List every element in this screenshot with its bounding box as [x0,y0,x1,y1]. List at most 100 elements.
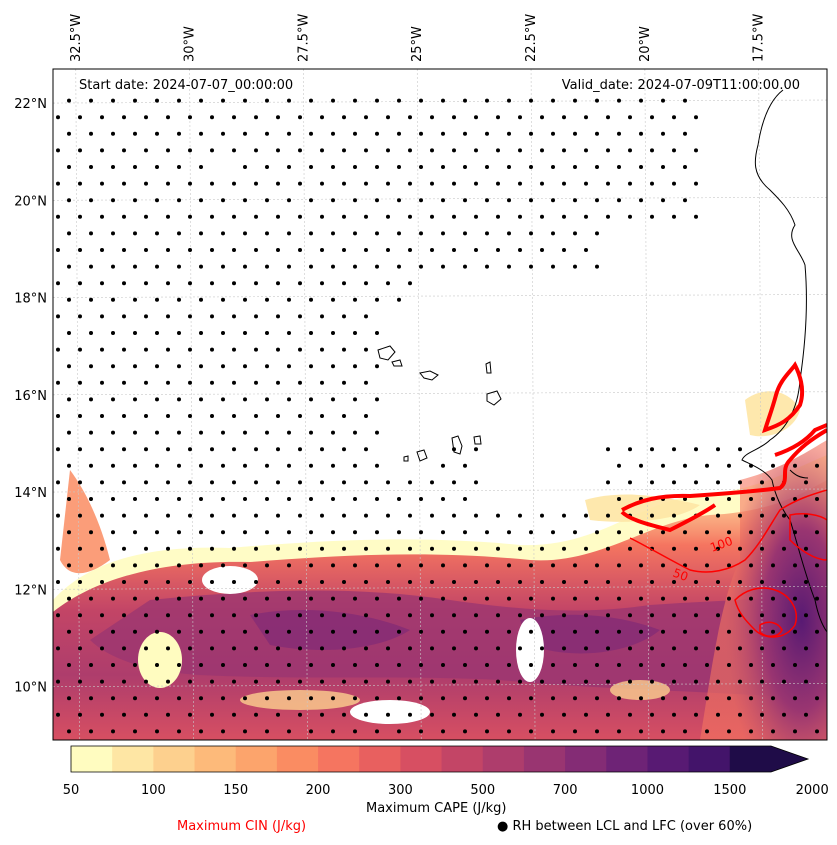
rh-dot [441,264,445,269]
rh-dot [606,646,610,651]
rh-dot [408,214,412,219]
rh-dot [397,131,401,136]
rh-dot [243,331,247,335]
rh-dot [133,530,137,535]
rh-dot [738,679,742,684]
rh-dot [364,447,368,452]
rh-dot [276,281,280,286]
rh-dot [166,546,170,551]
rh-dot [210,148,214,153]
rh-dot [287,331,291,335]
rh-dot [441,696,445,701]
rh-dot [111,563,115,568]
rh-dot [386,181,390,186]
rh-dot [122,380,126,385]
rh-dot [188,646,192,651]
rh-dot [265,629,269,634]
rh-dot [111,497,115,501]
rh-dot [419,131,423,136]
rh-dot [287,198,291,203]
rh-dot [617,98,621,103]
rh-dot [815,596,819,601]
rh-dot [331,530,335,535]
rh-dot [342,380,346,385]
rh-dot [188,613,192,618]
rh-dot [243,729,247,734]
rh-dot [353,364,357,369]
rh-dot [661,596,665,601]
rh-dot [78,214,82,219]
rh-dot [595,131,599,136]
rh-dot [122,480,126,485]
rh-dot [529,596,533,601]
rh-dot [133,629,137,634]
rh-dot [815,629,819,634]
rh-dot [100,414,104,418]
rh-dot [155,397,159,402]
rh-dot [529,231,533,236]
rh-dot [562,181,566,186]
rh-dot [738,546,742,551]
rh-dot [397,497,401,501]
plot-frame [52,68,828,741]
rh-dot [56,380,60,385]
colorbar-tick-label-6: 700 [553,783,578,798]
rh-dot [89,297,93,302]
rh-dot [672,447,676,452]
rh-dot [793,696,797,701]
rh-dot [584,214,588,219]
rh-dot [441,165,445,169]
rh-dot [155,231,159,236]
rh-dot [419,530,423,535]
rh-dot [419,98,423,103]
rh-dot [199,198,203,203]
rh-dot [463,663,467,667]
rh-dot [188,248,192,252]
rh-dot [199,563,203,568]
rh-dot [804,580,808,584]
rh-dot [639,98,643,103]
rh-dot [144,480,148,485]
rh-dot [232,513,236,518]
rh-dot [155,596,159,601]
rh-dot [606,115,610,120]
rh-dot [628,447,632,452]
rh-dot [694,115,698,120]
rh-dot [386,248,390,252]
rh-dot [243,497,247,501]
colorbar-tick-label-2: 150 [223,783,248,798]
rh-dot [540,546,544,551]
rh-dot [177,729,181,734]
rh-dot [463,231,467,236]
rh-dot [452,513,456,518]
rh-dot [375,530,379,535]
rh-dot [364,148,368,153]
rh-dot [452,181,456,186]
rh-dot [56,513,60,518]
rh-dot [650,214,654,219]
rh-dot [551,98,555,103]
rh-dot [309,629,313,634]
rh-dot [166,679,170,684]
rh-dot [67,729,71,734]
rh-dot [463,629,467,634]
rh-dot [375,264,379,269]
rh-dot [364,181,368,186]
rh-dot [485,729,489,734]
colorbar-tick-label-8: 1500 [713,783,746,798]
rh-dot [144,281,148,286]
rh-dot [463,696,467,701]
rh-dot [287,364,291,369]
rh-dot [683,463,687,468]
rh-dot [584,646,588,651]
rh-dot [463,98,467,103]
rh-dot [474,447,478,452]
rh-dot [617,530,621,535]
rh-dot [111,331,115,335]
rh-dot [122,248,126,252]
rh-dot [243,563,247,568]
rh-dot [584,546,588,551]
colorbar-segment-4 [235,746,278,772]
rh-dot [518,115,522,120]
rh-dot [595,198,599,203]
